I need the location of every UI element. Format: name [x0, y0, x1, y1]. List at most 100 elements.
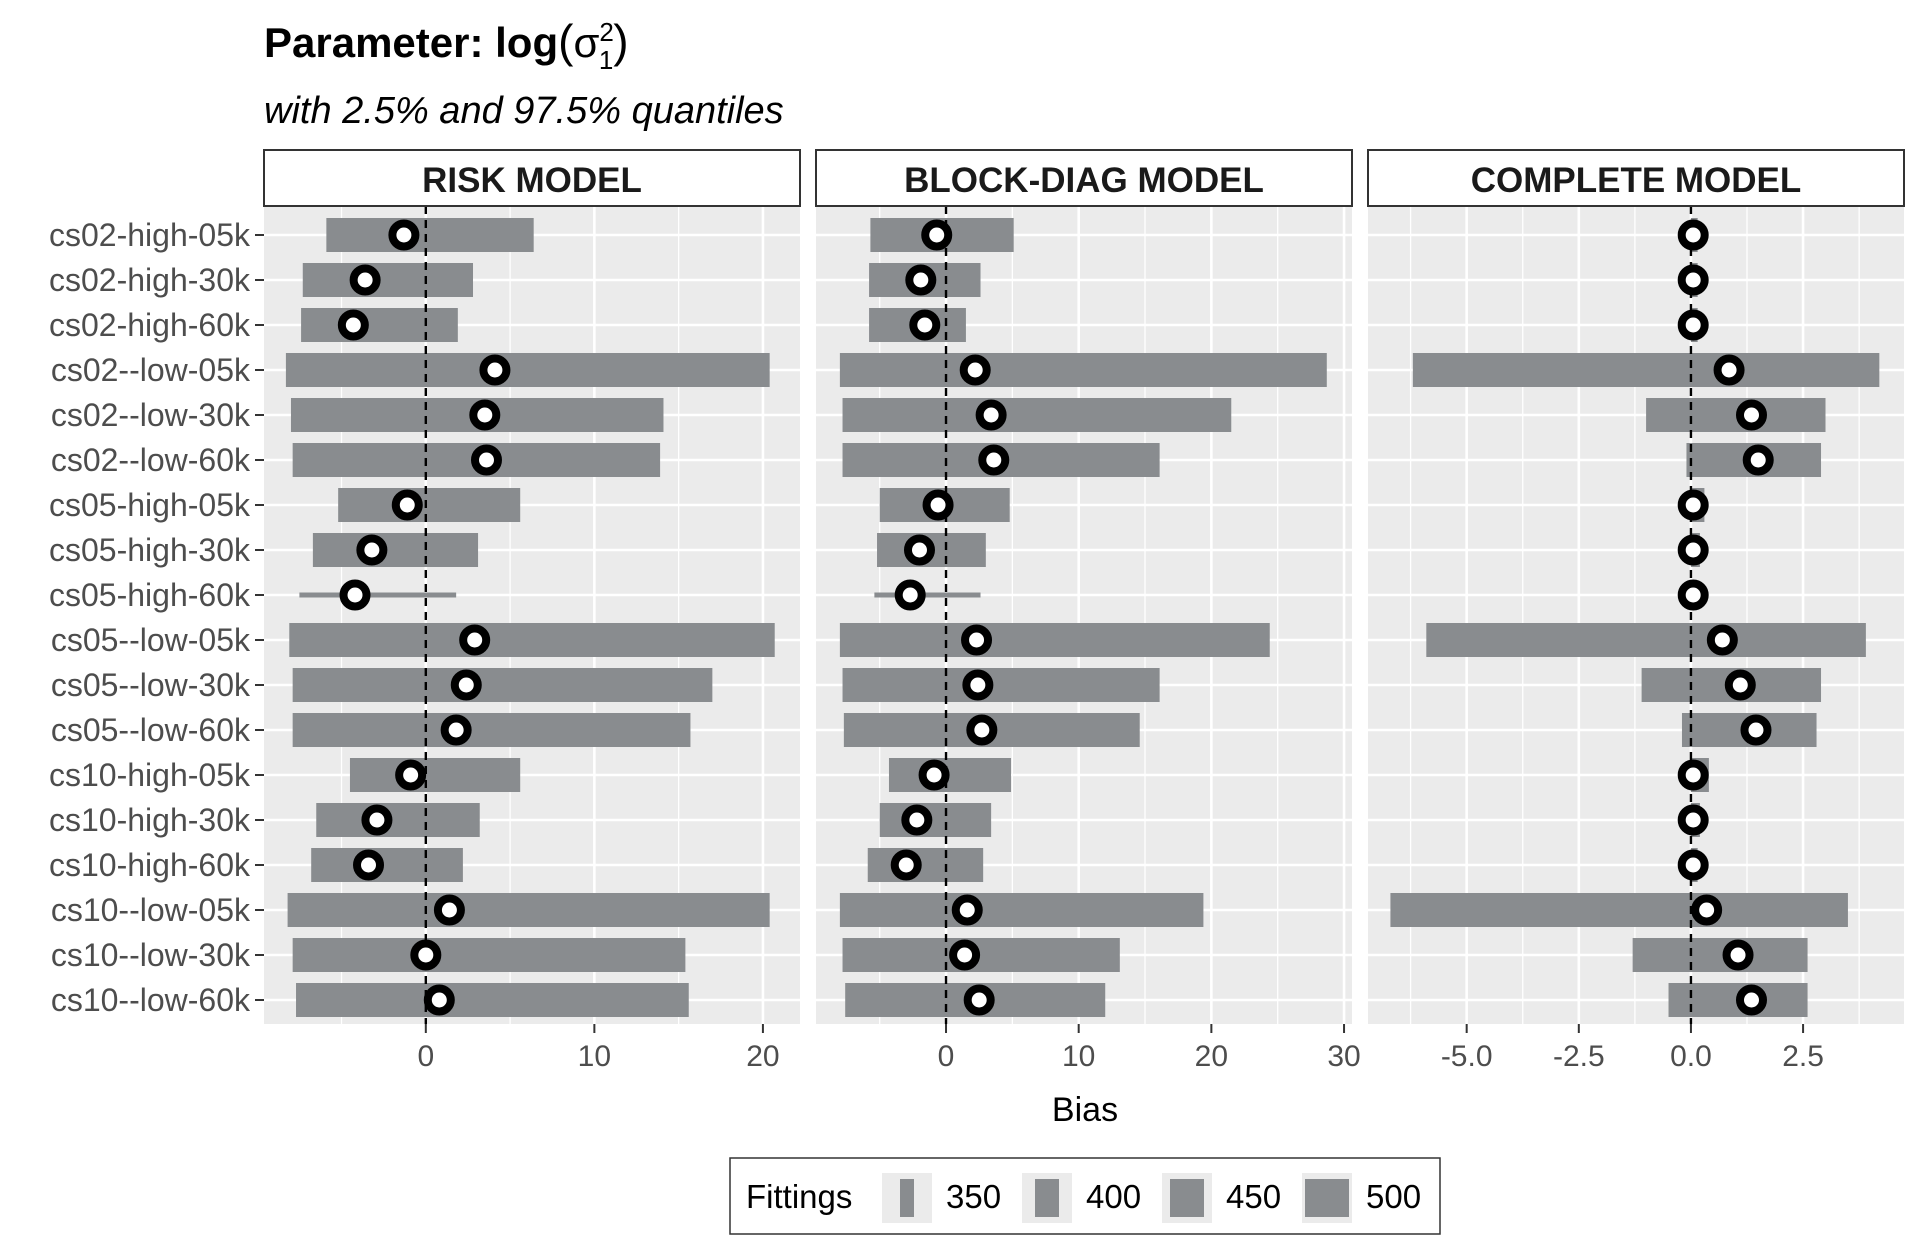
- estimate-point: [1713, 354, 1745, 386]
- legend-key-bar: [1035, 1179, 1059, 1217]
- estimate-point: [905, 264, 937, 296]
- x-tick-label: 0.0: [1670, 1040, 1712, 1073]
- x-tick-label: 10: [1062, 1040, 1095, 1073]
- estimate-point: [1735, 399, 1767, 431]
- estimate-point: [922, 489, 954, 521]
- y-tick-label: cs05--low-05k: [51, 622, 251, 658]
- interval-bar: [292, 668, 713, 702]
- y-tick-label: cs05--low-30k: [51, 667, 251, 703]
- estimate-point: [1735, 984, 1767, 1016]
- y-tick-label: cs02--low-05k: [51, 352, 251, 388]
- chart-title-sup: 2: [599, 17, 613, 47]
- estimate-point: [1677, 849, 1709, 881]
- panel-2: BLOCK-DIAG MODEL 0 10 20 30: [815, 149, 1361, 1073]
- panel-background: [1368, 206, 1904, 1024]
- interval-bar: [1390, 893, 1848, 927]
- estimate-point: [353, 849, 385, 881]
- interval-bar: [1412, 353, 1880, 387]
- y-tick-label: cs05--low-60k: [51, 712, 251, 748]
- x-tick-label: 20: [1195, 1040, 1228, 1073]
- interval-bar: [301, 308, 458, 342]
- estimate-point: [470, 444, 502, 476]
- estimate-point: [949, 939, 981, 971]
- estimate-point: [388, 219, 420, 251]
- estimate-point: [901, 804, 933, 836]
- interval-bar: [1426, 623, 1866, 657]
- interval-bar: [842, 938, 1120, 972]
- estimate-point: [1691, 894, 1723, 926]
- estimate-point: [479, 354, 511, 386]
- interval-bar: [349, 758, 521, 792]
- estimate-point: [894, 579, 926, 611]
- x-tick-label: 10: [578, 1040, 611, 1073]
- interval-bar: [287, 893, 770, 927]
- estimate-point: [921, 219, 953, 251]
- y-tick-label: cs05-high-05k: [49, 487, 251, 523]
- legend-entry-label: 500: [1366, 1178, 1421, 1215]
- interval-bar: [1646, 398, 1826, 432]
- y-tick-label: cs02-high-05k: [49, 217, 251, 253]
- estimate-point: [1706, 624, 1738, 656]
- estimate-point: [395, 759, 427, 791]
- y-tick-label: cs02-high-60k: [49, 307, 251, 343]
- estimate-point: [349, 264, 381, 296]
- estimate-point: [1677, 804, 1709, 836]
- interval-bar: [292, 713, 691, 747]
- estimate-point: [337, 309, 369, 341]
- estimate-point: [339, 579, 371, 611]
- x-axis-title: Bias: [1052, 1091, 1118, 1129]
- estimate-point: [1677, 579, 1709, 611]
- y-tick-label: cs10--low-60k: [51, 982, 251, 1018]
- estimate-point: [1722, 939, 1754, 971]
- interval-bar: [302, 263, 474, 297]
- interval-bar: [289, 623, 775, 657]
- y-tick-label: cs05-high-60k: [49, 577, 251, 613]
- estimate-point: [975, 399, 1007, 431]
- chart-title: Parameter: log(σ2 1): [264, 15, 629, 75]
- y-tick-label: cs10--low-30k: [51, 937, 251, 973]
- facet-strip-label: BLOCK-DIAG MODEL: [904, 161, 1264, 200]
- interval-bar: [839, 623, 1270, 657]
- y-tick-label: cs10--low-05k: [51, 892, 251, 928]
- estimate-point: [1677, 309, 1709, 341]
- chart-title-prefix: Parameter: log: [264, 19, 558, 66]
- facet-strip-label: COMPLETE MODEL: [1471, 161, 1802, 200]
- estimate-point: [361, 804, 393, 836]
- estimate-point: [961, 624, 993, 656]
- estimate-point: [962, 669, 994, 701]
- estimate-point: [903, 534, 935, 566]
- estimate-point: [391, 489, 423, 521]
- x-tick-label: 20: [746, 1040, 779, 1073]
- estimate-point: [1677, 534, 1709, 566]
- interval-bar: [888, 758, 1012, 792]
- y-tick-label: cs05-high-30k: [49, 532, 251, 568]
- estimate-point: [433, 894, 465, 926]
- interval-bar: [285, 353, 770, 387]
- estimate-point: [963, 984, 995, 1016]
- estimate-point: [423, 984, 455, 1016]
- estimate-point: [469, 399, 501, 431]
- y-axis: cs02-high-05k cs02-high-30k cs02-high-60k c…: [49, 217, 264, 1018]
- estimate-point: [1740, 714, 1772, 746]
- estimate-point: [1742, 444, 1774, 476]
- estimate-point: [951, 894, 983, 926]
- x-tick-label: -2.5: [1553, 1040, 1605, 1073]
- y-tick-label: cs02--low-30k: [51, 397, 251, 433]
- interval-bar: [296, 983, 689, 1017]
- estimate-point: [459, 624, 491, 656]
- interval-bar: [842, 398, 1232, 432]
- interval-bar: [316, 803, 480, 837]
- estimate-point: [450, 669, 482, 701]
- legend-key-bar: [1305, 1179, 1349, 1217]
- y-tick-label: cs02--low-60k: [51, 442, 251, 478]
- panel-background: [264, 206, 800, 1024]
- legend: Fittings 350 400 450 500: [729, 1157, 1441, 1235]
- legend-key-bar: [1170, 1179, 1204, 1217]
- estimate-point: [1677, 489, 1709, 521]
- legend-key-bar: [900, 1179, 914, 1217]
- facet-strip: [1367, 149, 1905, 207]
- y-tick-label: cs10-high-05k: [49, 757, 251, 793]
- estimate-point: [909, 309, 941, 341]
